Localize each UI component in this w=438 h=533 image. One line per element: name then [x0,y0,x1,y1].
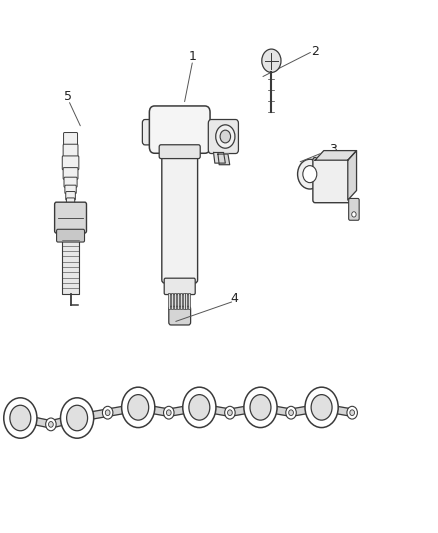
Circle shape [286,406,296,419]
FancyBboxPatch shape [149,106,210,154]
Circle shape [163,406,174,419]
Polygon shape [260,403,291,416]
Circle shape [250,394,271,420]
FancyBboxPatch shape [162,142,198,283]
FancyBboxPatch shape [55,202,86,233]
Polygon shape [214,152,225,163]
Text: 5: 5 [64,90,72,103]
Bar [177,293,179,309]
Circle shape [216,125,235,148]
Polygon shape [290,403,322,416]
FancyBboxPatch shape [208,119,238,154]
FancyBboxPatch shape [63,144,78,158]
Circle shape [102,406,113,419]
Circle shape [46,418,56,431]
FancyBboxPatch shape [64,177,77,187]
Circle shape [4,398,37,438]
Polygon shape [20,414,51,428]
Bar [171,293,173,309]
Text: 1: 1 [189,50,197,63]
FancyBboxPatch shape [67,198,75,205]
Circle shape [10,405,31,431]
Polygon shape [107,403,139,416]
FancyBboxPatch shape [57,229,85,242]
Circle shape [122,387,155,427]
Bar [183,293,184,309]
FancyBboxPatch shape [349,198,359,220]
Circle shape [67,405,88,431]
Bar [174,293,176,309]
Text: 3: 3 [328,143,336,156]
Bar [185,293,187,309]
Circle shape [289,410,293,416]
Circle shape [228,410,232,416]
Text: 2: 2 [311,45,319,58]
Polygon shape [321,403,353,416]
Bar [168,293,170,309]
Circle shape [262,49,281,72]
Circle shape [350,410,354,416]
Bar [62,240,79,294]
Circle shape [297,159,322,189]
Circle shape [105,410,110,416]
FancyBboxPatch shape [63,167,78,179]
Circle shape [220,130,230,143]
FancyBboxPatch shape [62,156,79,169]
Polygon shape [199,403,230,416]
FancyBboxPatch shape [164,278,195,295]
FancyBboxPatch shape [169,306,191,325]
Circle shape [189,394,210,420]
Polygon shape [230,403,261,416]
Polygon shape [168,403,200,416]
Circle shape [166,410,171,416]
FancyBboxPatch shape [64,133,78,147]
Circle shape [49,422,53,427]
Circle shape [305,387,338,427]
Polygon shape [138,403,169,416]
Bar [188,293,190,309]
Polygon shape [50,414,78,428]
FancyBboxPatch shape [159,145,200,159]
Circle shape [311,394,332,420]
Circle shape [60,398,94,438]
Circle shape [244,387,277,427]
FancyBboxPatch shape [65,185,76,193]
Bar [180,293,182,309]
Circle shape [352,212,356,217]
Circle shape [128,394,149,420]
Circle shape [347,406,357,419]
Polygon shape [348,151,357,200]
Text: 4: 4 [230,292,238,305]
FancyBboxPatch shape [313,158,350,203]
FancyBboxPatch shape [66,191,75,200]
FancyBboxPatch shape [142,119,162,145]
Polygon shape [218,154,230,165]
Polygon shape [315,151,357,160]
Circle shape [225,406,235,419]
Circle shape [183,387,216,427]
Circle shape [303,166,317,183]
Polygon shape [77,409,108,422]
